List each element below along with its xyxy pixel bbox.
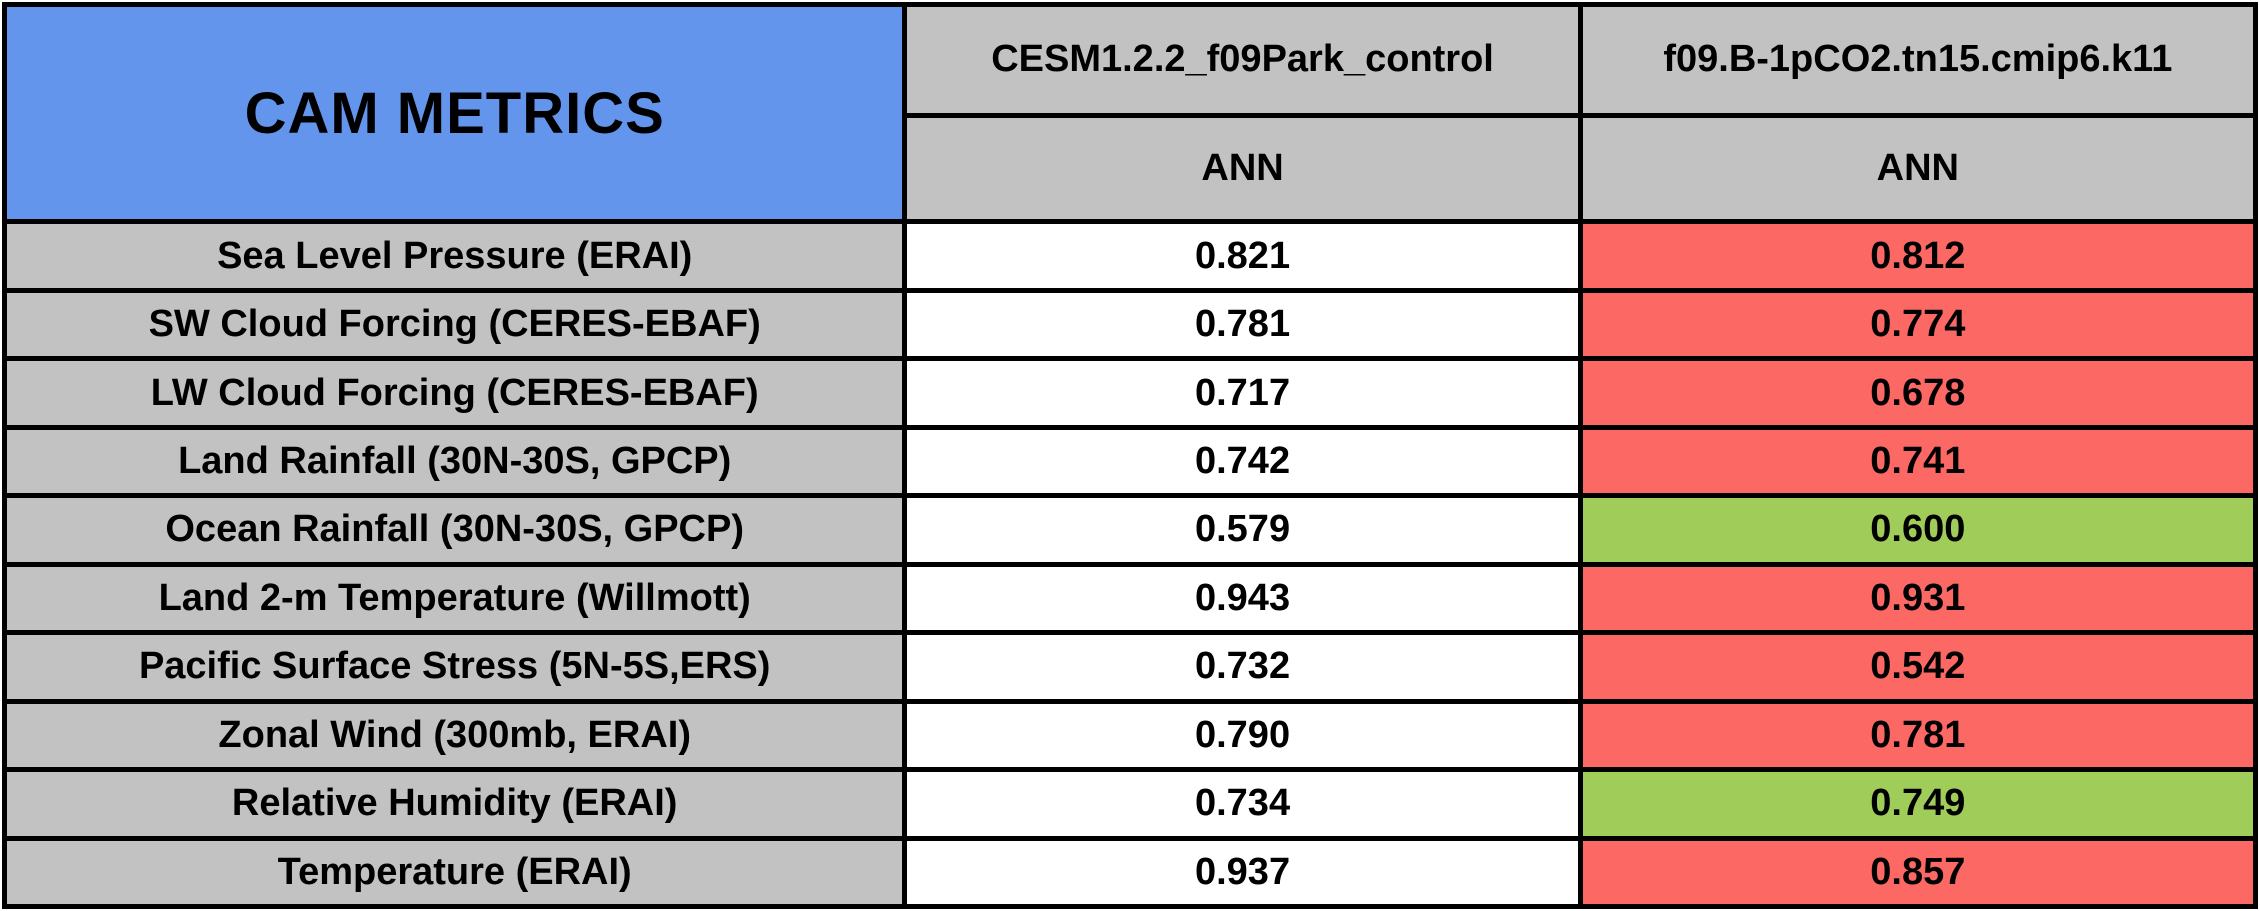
table-row: Pacific Surface Stress (5N-5S,ERS) 0.732…: [1, 630, 2259, 704]
experiment-value-cell: 0.781: [1577, 698, 2259, 773]
table-row: Ocean Rainfall (30N-30S, GPCP) 0.579 0.6…: [1, 493, 2259, 567]
model-header-experiment: f09.B-1pCO2.tn15.cmip6.k11: [1577, 2, 2259, 118]
table-row: Sea Level Pressure (ERAI) 0.821 0.812: [1, 219, 2259, 293]
control-value-cell: 0.742: [902, 424, 1583, 499]
metric-label-cell: Sea Level Pressure (ERAI): [1, 219, 908, 293]
metric-label-cell: Temperature (ERAI): [1, 835, 908, 910]
metric-label-cell: Land Rainfall (30N-30S, GPCP): [1, 424, 908, 499]
metric-label-cell: Relative Humidity (ERAI): [1, 767, 908, 841]
table-title: CAM METRICS: [1, 1, 908, 225]
header-row-seasons: ANN ANN: [5, 112, 2259, 225]
control-value-cell: 0.821: [902, 219, 1583, 293]
experiment-value-cell: 0.774: [1577, 287, 2259, 362]
control-value-cell: 0.579: [902, 493, 1583, 567]
control-value-cell: 0.781: [902, 287, 1583, 362]
table-row: SW Cloud Forcing (CERES-EBAF) 0.781 0.77…: [1, 287, 2259, 362]
control-value-cell: 0.937: [902, 835, 1583, 910]
experiment-value-cell: 0.857: [1577, 835, 2259, 910]
experiment-value-cell: 0.600: [1577, 493, 2259, 567]
control-value-cell: 0.732: [902, 630, 1583, 704]
metric-label-cell: Land 2-m Temperature (Willmott): [1, 561, 908, 636]
season-header-experiment: ANN: [1577, 112, 2259, 225]
experiment-value-cell: 0.741: [1577, 424, 2259, 499]
experiment-value-cell: 0.678: [1577, 356, 2259, 430]
metric-label-cell: Zonal Wind (300mb, ERAI): [1, 698, 908, 773]
control-value-cell: 0.717: [902, 356, 1583, 430]
control-value-cell: 0.734: [902, 767, 1583, 841]
model-header-control: CESM1.2.2_f09Park_control: [902, 2, 1583, 118]
metric-label-cell: LW Cloud Forcing (CERES-EBAF): [1, 356, 908, 430]
table-row: Relative Humidity (ERAI) 0.734 0.749: [1, 767, 2259, 841]
experiment-value-cell: 0.812: [1577, 219, 2259, 293]
experiment-value-cell: 0.931: [1577, 561, 2259, 636]
metric-label-cell: Ocean Rainfall (30N-30S, GPCP): [1, 493, 908, 567]
control-value-cell: 0.943: [902, 561, 1583, 636]
table-row: LW Cloud Forcing (CERES-EBAF) 0.717 0.67…: [1, 356, 2259, 430]
table-row: Temperature (ERAI) 0.937 0.857: [1, 835, 2259, 910]
metric-label-cell: Pacific Surface Stress (5N-5S,ERS): [1, 630, 908, 704]
table-row: Land Rainfall (30N-30S, GPCP) 0.742 0.74…: [1, 424, 2259, 499]
header-row-models: CAM METRICS CESM1.2.2_f09Park_control f0…: [1, 1, 2259, 225]
metric-label-cell: SW Cloud Forcing (CERES-EBAF): [1, 287, 908, 362]
table-row: Zonal Wind (300mb, ERAI) 0.790 0.781: [1, 698, 2259, 773]
experiment-value-cell: 0.542: [1577, 630, 2259, 704]
experiment-value-cell: 0.749: [1577, 767, 2259, 841]
season-header-control: ANN: [902, 112, 1583, 225]
table-row: Land 2-m Temperature (Willmott) 0.943 0.…: [1, 561, 2259, 636]
control-value-cell: 0.790: [902, 698, 1583, 773]
